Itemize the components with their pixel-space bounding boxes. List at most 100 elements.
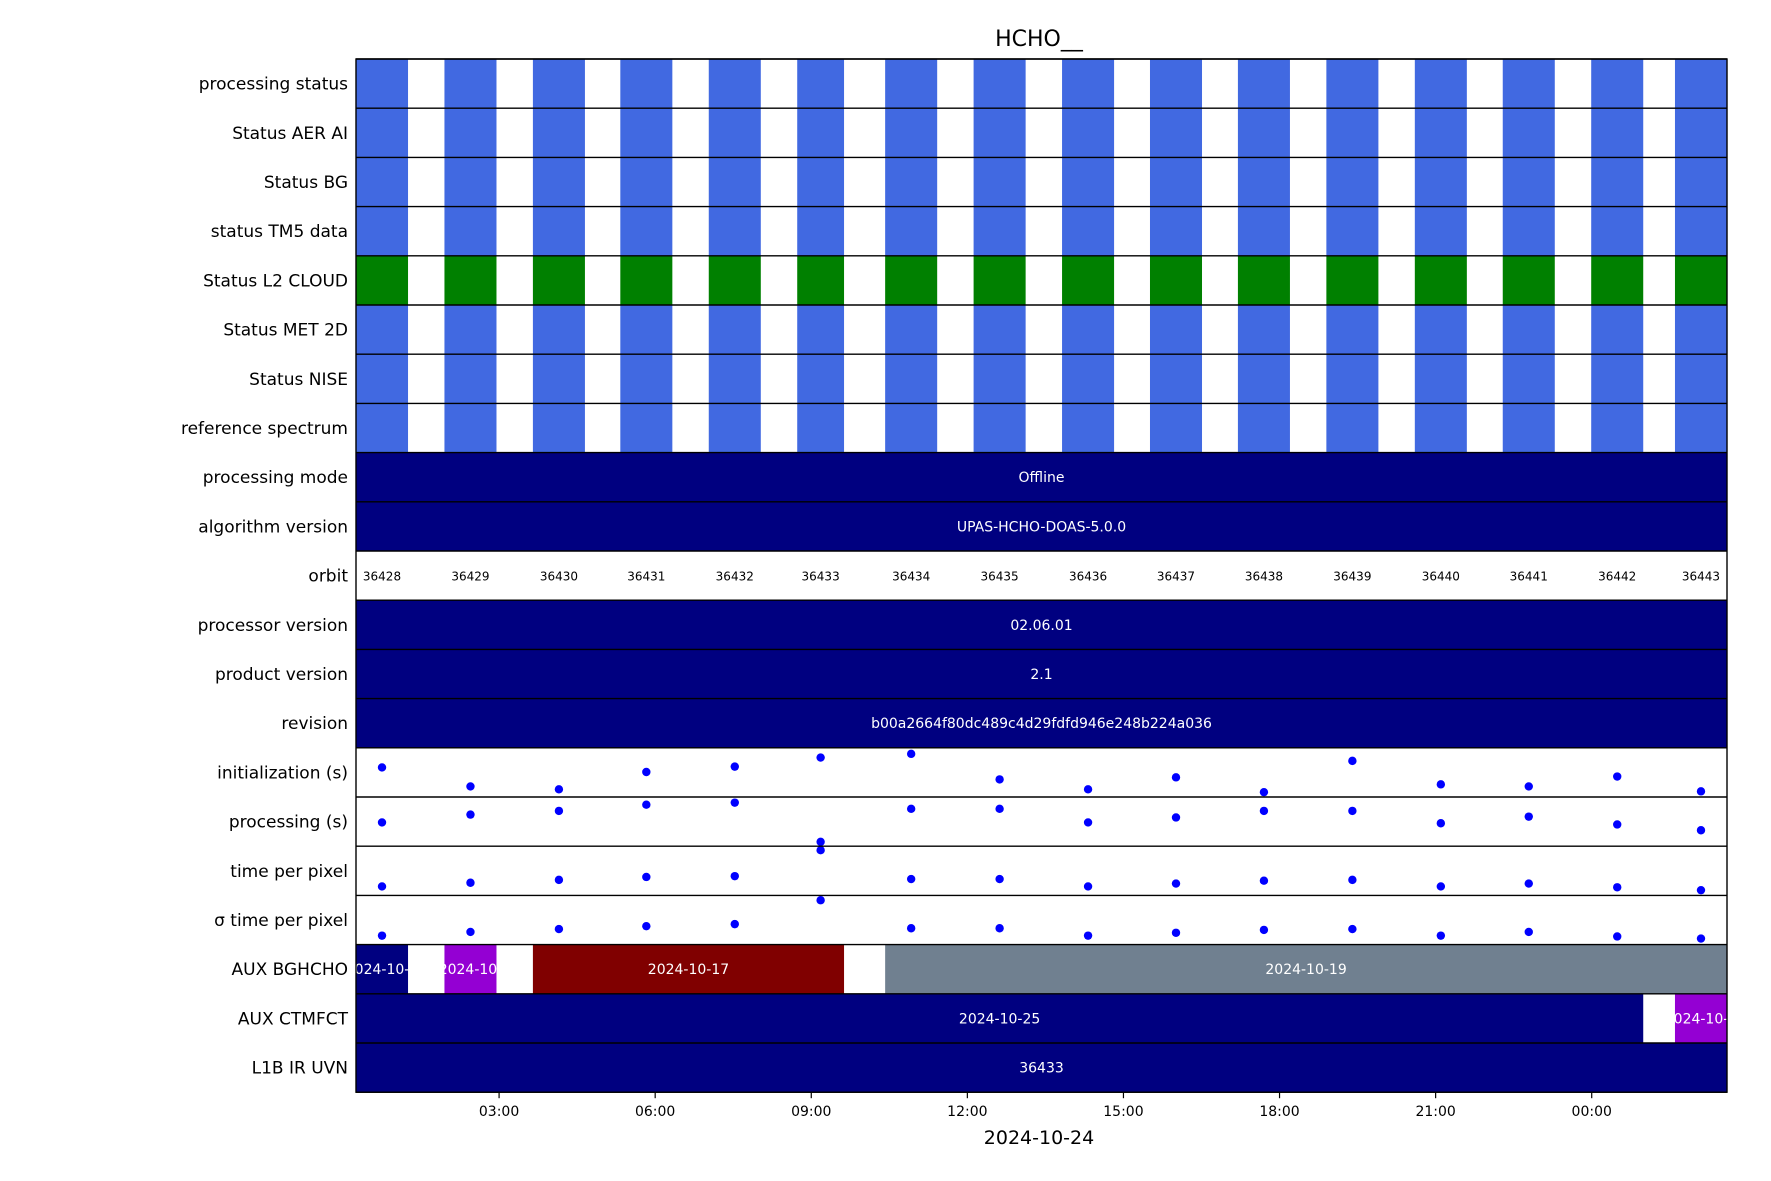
status-block-status-bg-36443 [1674,157,1727,207]
chart-title: HCHO__ [995,27,1084,52]
orbit-label-36431: 36431 [627,570,665,584]
row-label-orbit: orbit [308,567,348,587]
dot-time-per-pixel-36434 [906,874,916,884]
status-block-status-tm5-data-36428 [356,206,409,256]
aux-segment-aux-bghcho-0 [356,944,409,994]
status-block-reference-spectrum-36443 [1674,403,1727,453]
status-block-status-aer-ai-36443 [1674,108,1727,158]
status-block-processing-status-36430 [532,59,585,109]
status-block-processing-status-36435 [973,59,1026,109]
x-tick-label: 09:00 [791,1104,831,1120]
dot-initialization-s-36441 [1524,782,1533,791]
status-block-status-met-2d-36440 [1414,305,1467,355]
status-block-reference-spectrum-36438 [1237,403,1290,453]
dot-processing-s-36436 [1083,818,1093,827]
status-block-status-aer-ai-36438 [1237,108,1290,158]
dot-time-per-pixel-36429 [466,878,475,887]
status-block-status-l2-cloud-36442 [1591,255,1644,305]
row-label-processing-status: processing status [199,75,348,95]
status-block-status-tm5-data-36443 [1674,206,1727,256]
status-block-status-nise-36429 [444,354,497,404]
plot-frame [355,58,1728,1093]
dot-initialization-s-36433 [816,753,825,762]
status-block-status-met-2d-36435 [973,305,1026,355]
status-block-status-aer-ai-36440 [1414,108,1467,158]
status-block-status-l2-cloud-36437 [1149,255,1203,305]
dot-time-per-pixel-36430 [554,924,564,934]
orbit-label-36440: 36440 [1422,570,1460,584]
status-block-status-nise-36438 [1237,354,1290,404]
status-block-status-bg-36442 [1591,157,1644,207]
dot-initialization-s-36437 [1171,773,1181,782]
status-block-status-aer-ai-36431 [620,108,673,158]
aux-segment-aux-ctmfct-1 [1674,993,1727,1043]
orbit-label-36443: 36443 [1682,570,1720,584]
orbit-label-36442: 36442 [1598,570,1636,584]
status-block-reference-spectrum-36432 [708,403,761,453]
status-block-status-tm5-data-36441 [1502,206,1555,256]
status-block-status-nise-36439 [1326,354,1379,404]
dot-initialization-s-36442 [1613,772,1622,781]
row-label-processing-mode: processing mode [203,468,348,488]
row-label-revision: revision [281,714,348,734]
orbit-label-36433: 36433 [802,570,840,584]
status-block-status-met-2d-36430 [532,305,585,355]
orbit-label-36437: 36437 [1157,570,1195,584]
aux-label-aux-bghcho-3: 2024-10-19 [1265,962,1346,978]
status-block-status-l2-cloud-36432 [708,255,761,305]
row-label-algorithm-version: algorithm version [198,517,348,537]
status-block-reference-spectrum-36431 [620,403,673,453]
status-block-status-tm5-data-36432 [708,206,761,256]
status-block-status-l2-cloud-36440 [1414,255,1467,305]
status-block-reference-spectrum-36433 [797,403,845,453]
row-label-time-per-pixel: σ time per pixel [214,911,348,931]
status-block-status-nise-36443 [1674,354,1727,404]
status-block-status-bg-36440 [1414,157,1467,207]
dot-time-per-pixel-36443 [1696,885,1706,895]
status-block-processing-status-36434 [885,59,938,109]
x-tick-label: 06:00 [635,1104,675,1120]
status-block-status-met-2d-36429 [444,305,497,355]
aux-segment-aux-bghcho-1 [444,944,497,994]
orbit-label-36438: 36438 [1245,570,1283,584]
value-bar-l1b-ir-uvn [356,1043,1727,1093]
x-tick-label: 00:00 [1572,1104,1612,1120]
dot-time-per-pixel-36434 [906,924,916,933]
orbit-label-36439: 36439 [1333,570,1371,584]
status-block-status-tm5-data-36438 [1237,206,1290,256]
status-block-reference-spectrum-36428 [356,403,409,453]
value-bar-revision [356,698,1727,748]
aux-label-aux-ctmfct-1: 2024-10-2 [1665,1011,1737,1027]
status-block-status-l2-cloud-36443 [1674,255,1727,305]
status-block-status-aer-ai-36430 [532,108,585,158]
dot-processing-s-36429 [466,810,475,819]
dot-processing-s-36433 [816,837,825,846]
status-block-status-bg-36437 [1149,157,1203,207]
dot-time-per-pixel-36428 [377,931,387,940]
status-block-status-aer-ai-36428 [356,108,409,158]
dot-time-per-pixel-36436 [1083,882,1093,891]
dot-time-per-pixel-36440 [1436,931,1446,940]
status-block-status-met-2d-36433 [797,305,845,355]
status-block-status-nise-36441 [1502,354,1555,404]
status-block-status-aer-ai-36439 [1326,108,1379,158]
dot-time-per-pixel-36435 [995,874,1004,884]
status-block-status-aer-ai-36441 [1502,108,1555,158]
row-label-status-aer-ai: Status AER AI [232,124,348,144]
dot-processing-s-36431 [642,800,651,809]
dot-time-per-pixel-36429 [466,927,475,937]
row-label-l1b-ir-uvn: L1B IR UVN [252,1059,348,1079]
status-block-status-bg-36433 [797,157,845,207]
dot-processing-s-36440 [1436,819,1446,828]
row-label-product-version: product version [215,665,348,685]
row-label-status-nise: Status NISE [249,370,348,390]
status-block-status-l2-cloud-36436 [1062,255,1115,305]
status-block-status-tm5-data-36440 [1414,206,1467,256]
row-label-aux-bghcho: AUX BGHCHO [232,960,348,980]
dot-time-per-pixel-36431 [642,921,651,931]
status-block-processing-status-36440 [1414,59,1467,109]
status-block-reference-spectrum-36440 [1414,403,1467,453]
row-label-status-tm5-data: status TM5 data [211,222,348,242]
status-block-status-bg-36436 [1062,157,1115,207]
